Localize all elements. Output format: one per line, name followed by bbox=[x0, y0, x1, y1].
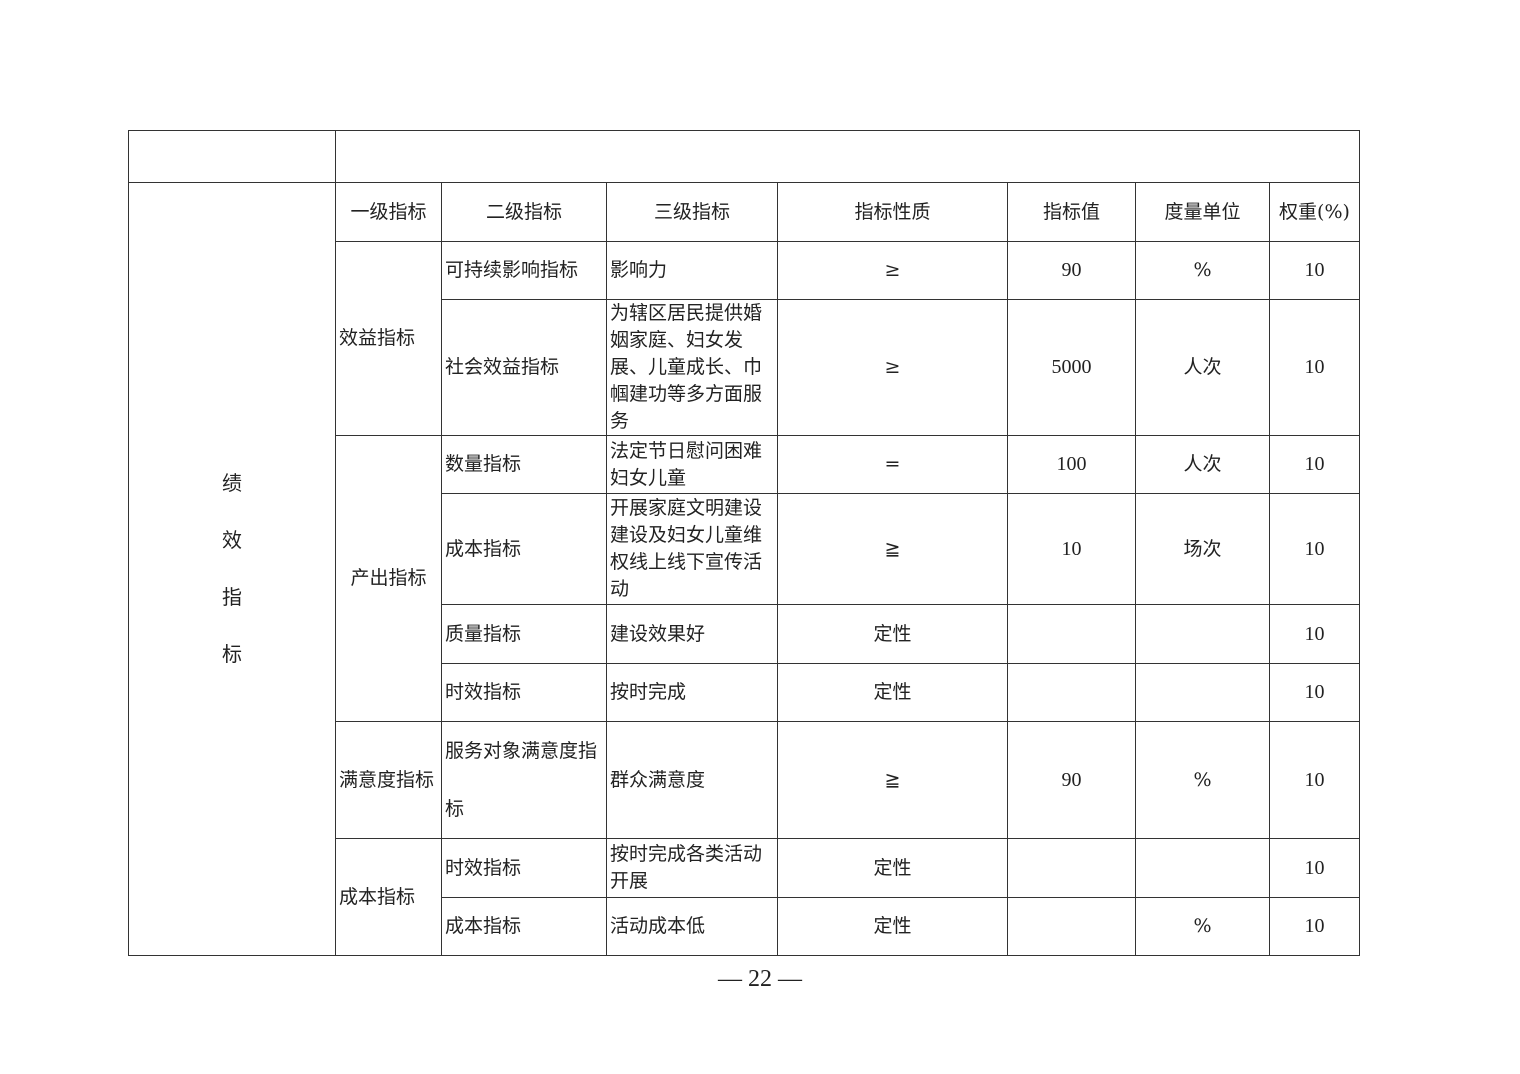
weight-cell: 10 bbox=[1269, 897, 1360, 956]
nature-cell: ≥ bbox=[777, 241, 1008, 300]
weight-cell: 10 bbox=[1269, 299, 1360, 436]
blank-cell bbox=[335, 130, 1360, 183]
table-row: 质量指标 建设效果好 定性 10 bbox=[129, 604, 1360, 664]
table-row: 社会效益指标 为辖区居民提供婚姻家庭、妇女发展、儿童成长、巾帼建功等多方面服务 … bbox=[129, 299, 1360, 436]
weight-cell: 10 bbox=[1269, 604, 1360, 664]
level2-cell: 数量指标 bbox=[441, 435, 607, 494]
value-cell bbox=[1007, 663, 1136, 722]
value-cell bbox=[1007, 604, 1136, 664]
blank-cell bbox=[128, 130, 336, 183]
side-char: 指 bbox=[222, 585, 242, 609]
level2-cell: 可持续影响指标 bbox=[441, 241, 607, 300]
nature-cell: 定性 bbox=[777, 838, 1008, 898]
level2-cell: 时效指标 bbox=[441, 838, 607, 898]
level1-cell: 满意度指标 bbox=[335, 721, 442, 839]
level3-cell: 为辖区居民提供婚姻家庭、妇女发展、儿童成长、巾帼建功等多方面服务 bbox=[606, 299, 778, 436]
level1-cell: 效益指标 bbox=[335, 241, 442, 436]
level1-cell: 产出指标 bbox=[335, 435, 442, 722]
nature-cell: ≥ bbox=[777, 299, 1008, 436]
blank-row bbox=[128, 130, 1360, 183]
side-char: 效 bbox=[222, 528, 242, 552]
unit-cell: 人次 bbox=[1135, 435, 1270, 494]
header-level3: 三级指标 bbox=[606, 182, 778, 242]
unit-cell: % bbox=[1135, 897, 1270, 956]
nature-cell: ≧ bbox=[777, 721, 1008, 839]
header-row: 绩 效 指 标 一级指标 二级指标 三级指标 指标性质 指标值 度量单位 权重(… bbox=[128, 182, 1360, 956]
unit-cell bbox=[1135, 663, 1270, 722]
weight-cell: 10 bbox=[1269, 838, 1360, 898]
weight-cell: 10 bbox=[1269, 241, 1360, 300]
header-level2: 二级指标 bbox=[441, 182, 607, 242]
level3-cell: 按时完成 bbox=[606, 663, 778, 722]
unit-cell bbox=[1135, 838, 1270, 898]
table-row: 成本指标 时效指标 按时完成各类活动开展 定性 10 bbox=[129, 838, 1360, 956]
level2-cell: 成本指标 bbox=[441, 897, 607, 956]
value-cell bbox=[1007, 897, 1136, 956]
weight-cell: 10 bbox=[1269, 663, 1360, 722]
level2-cell: 成本指标 bbox=[441, 493, 607, 605]
unit-cell bbox=[1135, 604, 1270, 664]
header-value: 指标值 bbox=[1007, 182, 1136, 242]
level3-cell: 开展家庭文明建设建设及妇女儿童维权线上线下宣传活动 bbox=[606, 493, 778, 605]
nature-cell: 定性 bbox=[777, 663, 1008, 722]
header-unit: 度量单位 bbox=[1135, 182, 1270, 242]
value-cell bbox=[1007, 838, 1136, 898]
side-char: 标 bbox=[222, 642, 242, 666]
header-weight: 权重(%) bbox=[1269, 182, 1360, 242]
level2-cell: 质量指标 bbox=[441, 604, 607, 664]
level3-cell: 建设效果好 bbox=[606, 604, 778, 664]
level2-cell: 服务对象满意度指标 bbox=[441, 721, 607, 839]
unit-cell: % bbox=[1135, 241, 1270, 300]
side-char: 绩 bbox=[222, 471, 242, 495]
nature-cell: 定性 bbox=[777, 897, 1008, 956]
value-cell: 90 bbox=[1007, 721, 1136, 839]
level3-cell: 群众满意度 bbox=[606, 721, 778, 839]
nature-cell: 定性 bbox=[777, 604, 1008, 664]
weight-cell: 10 bbox=[1269, 435, 1360, 494]
level3-cell: 活动成本低 bbox=[606, 897, 778, 956]
performance-indicator-table: 绩 效 指 标 一级指标 二级指标 三级指标 指标性质 指标值 度量单位 权重(… bbox=[128, 130, 1360, 956]
weight-cell: 10 bbox=[1269, 721, 1360, 839]
unit-cell: 人次 bbox=[1135, 299, 1270, 436]
level3-cell: 影响力 bbox=[606, 241, 778, 300]
page-number: — 22 — bbox=[718, 966, 802, 992]
table-row: 成本指标 开展家庭文明建设建设及妇女儿童维权线上线下宣传活动 ≧ 10 场次 1… bbox=[129, 493, 1360, 605]
header-nature: 指标性质 bbox=[777, 182, 1008, 242]
side-label: 绩 效 指 标 bbox=[128, 182, 336, 956]
level3-cell: 按时完成各类活动开展 bbox=[606, 838, 778, 898]
table-row: 效益指标 可持续影响指标 影响力 ≥ 90 % 10 bbox=[129, 241, 1360, 436]
level1-cell: 成本指标 bbox=[335, 838, 442, 956]
value-cell: 90 bbox=[1007, 241, 1136, 300]
nature-cell: ≧ bbox=[777, 493, 1008, 605]
unit-cell: 场次 bbox=[1135, 493, 1270, 605]
level2-cell: 社会效益指标 bbox=[441, 299, 607, 436]
table-row: 成本指标 活动成本低 定性 % 10 bbox=[129, 897, 1360, 956]
value-cell: 100 bbox=[1007, 435, 1136, 494]
nature-cell: = bbox=[777, 435, 1008, 494]
weight-cell: 10 bbox=[1269, 493, 1360, 605]
value-cell: 5000 bbox=[1007, 299, 1136, 436]
header-level1: 一级指标 bbox=[335, 182, 442, 242]
level2-cell: 时效指标 bbox=[441, 663, 607, 722]
unit-cell: % bbox=[1135, 721, 1270, 839]
value-cell: 10 bbox=[1007, 493, 1136, 605]
level3-cell: 法定节日慰问困难妇女儿童 bbox=[606, 435, 778, 494]
table-row: 满意度指标 服务对象满意度指标 群众满意度 ≧ 90 % 10 bbox=[129, 721, 1360, 839]
